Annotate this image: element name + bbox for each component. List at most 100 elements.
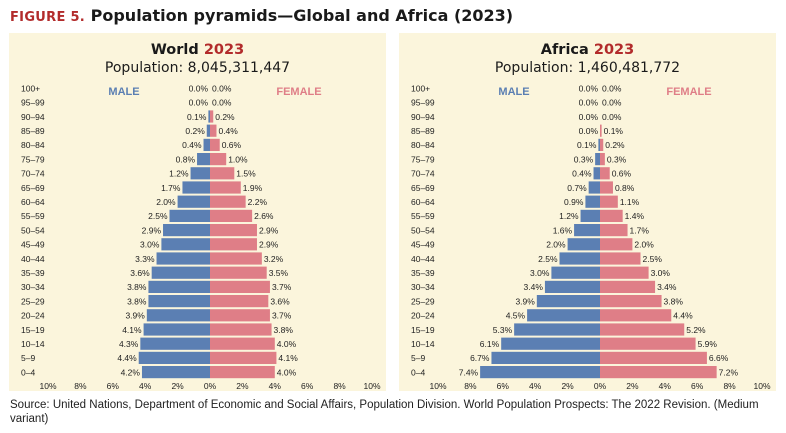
- world-female-bar-90-94: [210, 110, 214, 123]
- africa-male-bar-35-39: [551, 266, 600, 279]
- africa-x-tick-7: 4%: [659, 381, 672, 391]
- africa-x-tick-1: 8%: [464, 381, 477, 391]
- world-female-value-50-54: 2.9%: [259, 225, 279, 235]
- world-age-label-15-19: 15–19: [21, 325, 45, 335]
- africa-x-tick-5: 0%: [594, 381, 607, 391]
- africa-male-value-20-24: 4.5%: [506, 311, 526, 321]
- world-male-bar-35-39: [151, 266, 210, 279]
- world-x-tick-2: 6%: [107, 381, 120, 391]
- africa-female-value-80-84: 0.2%: [605, 140, 625, 150]
- africa-male-value-80-84: 0.1%: [577, 140, 597, 150]
- world-male-bar-90-94: [208, 110, 210, 123]
- world-title-year: 2023: [204, 42, 244, 58]
- world-female-value-65-69: 1.9%: [243, 183, 263, 193]
- world-female-bar-85-89: [210, 124, 217, 137]
- world-age-label-95-99: 95–99: [21, 98, 45, 108]
- world-female-label: FEMALE: [276, 86, 321, 98]
- africa-female-value-30-34: 3.4%: [657, 282, 677, 292]
- world-male-value-60-64: 2.0%: [156, 197, 176, 207]
- world-female-bar-25-29: [210, 295, 269, 308]
- world-female-bar-50-54: [210, 224, 257, 237]
- africa-female-value-10-14: 5.9%: [698, 339, 718, 349]
- africa-age-label-15-19: 15–19: [411, 325, 435, 335]
- africa-female-bar-50-54: [600, 224, 628, 237]
- africa-male-value-15-19: 5.3%: [493, 325, 513, 335]
- world-female-value-30-34: 3.7%: [272, 282, 292, 292]
- world-male-bar-65-69: [182, 181, 210, 194]
- world-female-bar-80-84: [210, 138, 220, 151]
- world-female-value-25-29: 3.6%: [270, 296, 290, 306]
- africa-male-bar-40-44: [559, 252, 600, 265]
- africa-male-value-75-79: 0.3%: [574, 154, 594, 164]
- world-male-value-75-79: 0.8%: [176, 154, 196, 164]
- africa-population-subtitle: Population: 1,460,481,772: [495, 60, 680, 76]
- africa-female-bar-60-64: [600, 195, 618, 208]
- world-male-bar-5-9: [138, 351, 210, 364]
- world-male-value-50-54: 2.9%: [142, 225, 162, 235]
- africa-male-value-30-34: 3.4%: [524, 282, 544, 292]
- africa-female-value-50-54: 1.7%: [630, 225, 650, 235]
- world-age-label-45-49: 45–49: [21, 240, 45, 250]
- africa-female-bar-30-34: [600, 280, 656, 293]
- world-female-bar-40-44: [210, 252, 262, 265]
- africa-x-tick-3: 4%: [529, 381, 542, 391]
- world-female-bar-60-64: [210, 195, 246, 208]
- world-female-bar-5-9: [210, 351, 277, 364]
- world-male-bar-0-4: [141, 366, 210, 379]
- africa-female-value-55-59: 1.4%: [625, 211, 645, 221]
- africa-age-label-70-74: 70–74: [411, 169, 435, 179]
- africa-title-year: 2023: [594, 42, 634, 58]
- africa-female-value-100: 0.0%: [602, 83, 622, 93]
- africa-male-bar-25-29: [536, 295, 600, 308]
- world-age-label-70-74: 70–74: [21, 169, 45, 179]
- world-title-name: World: [151, 42, 204, 58]
- africa-female-bar-45-49: [600, 238, 633, 251]
- africa-male-value-25-29: 3.9%: [515, 296, 535, 306]
- world-x-tick-0: 10%: [39, 381, 56, 391]
- africa-male-value-0-4: 7.4%: [459, 367, 479, 377]
- africa-male-value-95-99: 0.0%: [579, 98, 599, 108]
- africa-age-label-95-99: 95–99: [411, 98, 435, 108]
- world-male-value-20-24: 3.9%: [125, 311, 145, 321]
- world-male-value-35-39: 3.6%: [130, 268, 150, 278]
- world-male-value-70-74: 1.2%: [169, 169, 189, 179]
- world-male-value-45-49: 3.0%: [140, 240, 160, 250]
- africa-x-tick-4: 2%: [561, 381, 574, 391]
- africa-age-label-5-9: 5–9: [411, 353, 425, 363]
- world-male-value-80-84: 0.4%: [182, 140, 202, 150]
- world-male-bar-25-29: [148, 295, 210, 308]
- world-female-value-70-74: 1.5%: [236, 169, 256, 179]
- africa-female-value-60-64: 1.1%: [620, 197, 640, 207]
- world-male-value-55-59: 2.5%: [148, 211, 168, 221]
- world-female-value-75-79: 1.0%: [228, 154, 248, 164]
- world-female-value-10-14: 4.0%: [277, 339, 297, 349]
- world-age-label-0-4: 0–4: [21, 367, 35, 377]
- world-age-label-20-24: 20–24: [21, 311, 45, 321]
- africa-age-label-55-59: 55–59: [411, 211, 435, 221]
- world-x-tick-5: 0%: [204, 381, 217, 391]
- world-age-label-25-29: 25–29: [21, 296, 45, 306]
- figure-label: FIGURE 5.: [10, 10, 86, 25]
- figure-title-text: Population pyramids—Global and Africa (2…: [90, 6, 514, 25]
- world-x-tick-4: 2%: [171, 381, 184, 391]
- world-male-bar-80-84: [203, 138, 210, 151]
- africa-male-bar-55-59: [580, 209, 600, 222]
- africa-age-label-40-44: 40–44: [411, 254, 435, 264]
- africa-female-bar-20-24: [600, 309, 672, 322]
- africa-female-bar-70-74: [600, 167, 610, 180]
- world-x-tick-3: 4%: [139, 381, 152, 391]
- world-x-tick-1: 8%: [74, 381, 87, 391]
- world-female-value-90-94: 0.2%: [215, 112, 235, 122]
- world-female-bar-45-49: [210, 238, 257, 251]
- world-age-label-50-54: 50–54: [21, 225, 45, 235]
- africa-male-value-10-14: 6.1%: [480, 339, 500, 349]
- africa-female-bar-10-14: [600, 337, 696, 350]
- africa-male-bar-65-69: [588, 181, 600, 194]
- world-female-bar-0-4: [210, 366, 275, 379]
- world-female-value-15-19: 3.8%: [274, 325, 294, 335]
- africa-age-label-30-34: 30–34: [411, 282, 435, 292]
- africa-female-value-20-24: 4.4%: [673, 311, 693, 321]
- africa-age-label-60-64: 60–64: [411, 197, 435, 207]
- africa-female-value-5-9: 6.6%: [709, 353, 729, 363]
- world-male-value-95-99: 0.0%: [189, 98, 209, 108]
